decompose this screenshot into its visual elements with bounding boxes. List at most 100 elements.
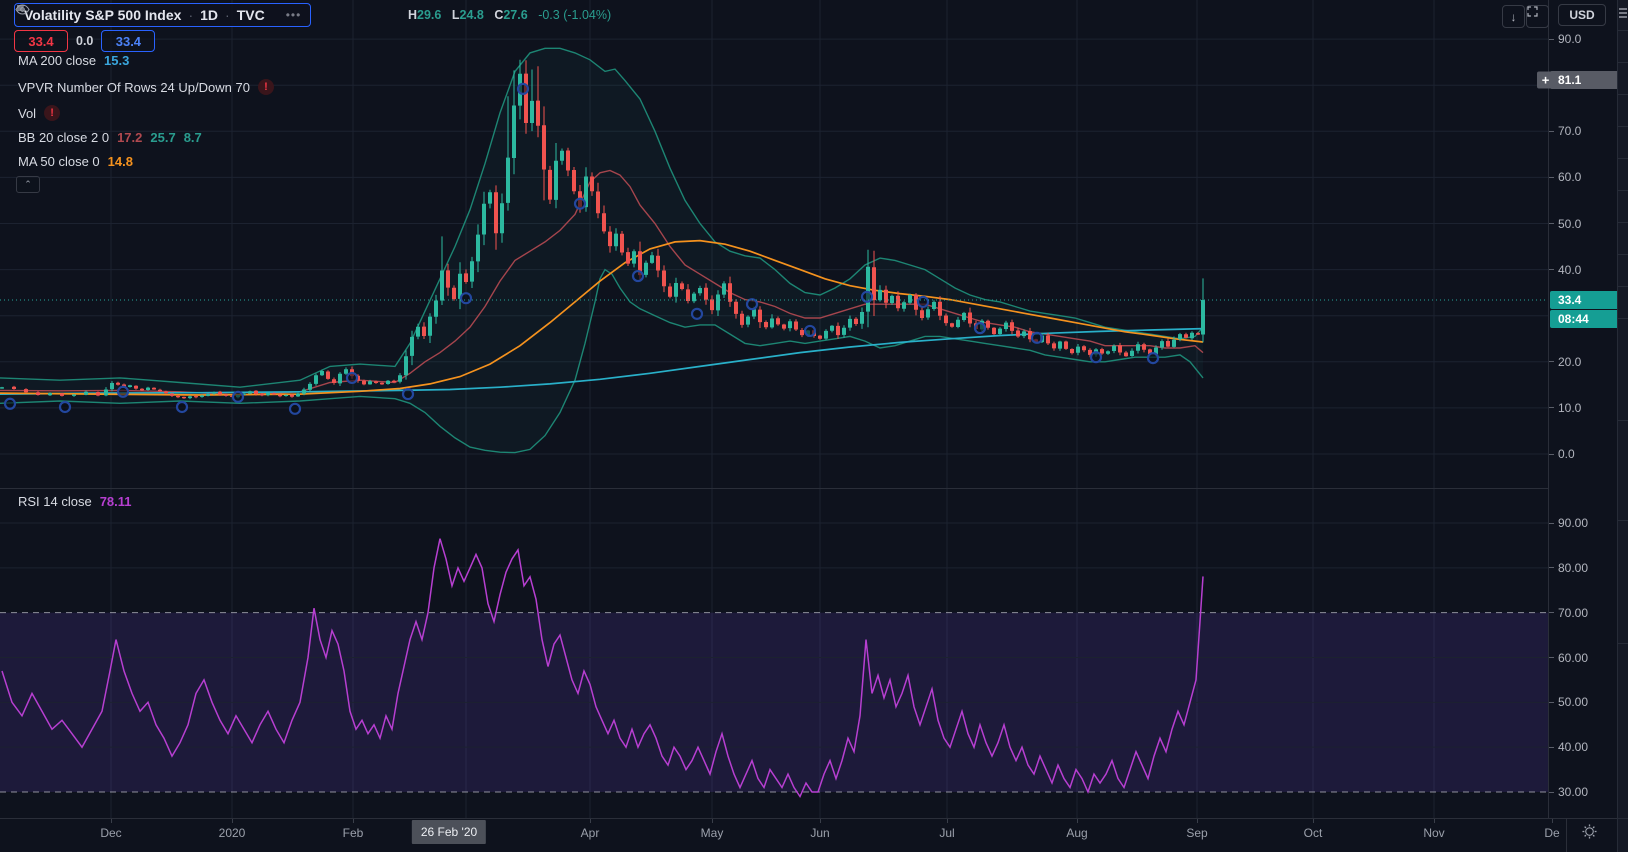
rsi-tick-label: 90.00 — [1558, 516, 1589, 531]
time-tick-label: Apr — [580, 826, 600, 840]
time-tick-mark — [590, 819, 591, 823]
panel-row-divider — [1618, 94, 1628, 95]
legend-value: 78.11 — [99, 494, 132, 509]
price-tick-label: 10.0 — [1558, 400, 1582, 415]
legend-collapse-button[interactable]: ⌃ — [16, 176, 40, 193]
event-marker-circle[interactable] — [860, 290, 874, 303]
buy-price-button[interactable]: 33.4 — [101, 30, 156, 52]
panel-row-divider — [1618, 190, 1628, 191]
price-axis[interactable]: 90.0 70.0 60.0 50.0 40.0 20.0 10.0 0.0 90.00 80.0… — [1537, 0, 1620, 818]
legend-label: RSI 14 close — [18, 494, 92, 509]
event-marker-circle[interactable] — [175, 400, 189, 414]
rsi-line — [1, 538, 1204, 799]
quote-buttons: 33.4 0.0 33.4 — [14, 30, 156, 52]
alert-price-badge[interactable]: 81.1 + — [1537, 71, 1620, 90]
tick-mark — [1549, 38, 1554, 40]
currency-button[interactable]: USD — [1558, 4, 1606, 26]
symbol-title-button[interactable]: Volatility S&P 500 Index · 1D · TVC ••• — [14, 3, 312, 27]
price-chart-pane[interactable] — [0, 0, 1548, 489]
arrow-down-icon: ↓ — [1510, 9, 1517, 24]
event-marker-circle[interactable] — [58, 400, 72, 414]
time-tick-label: Oct — [1303, 826, 1323, 840]
time-tick-label: Sep — [1186, 826, 1208, 840]
symbol-name: Volatility S&P 500 Index — [24, 7, 182, 23]
time-axis[interactable]: 26 Feb '20 Dec 2020 Feb Apr May Jun Jul Aug Sep O… — [0, 818, 1628, 852]
legend-row-vol[interactable]: Vol ! — [18, 105, 61, 121]
legend-row-ma50[interactable]: MA 50 close 0 14.8 — [18, 154, 133, 169]
tick-mark — [1549, 522, 1554, 524]
rsi-tick-label: 40.00 — [1558, 740, 1589, 755]
event-marker-circle[interactable] — [116, 385, 130, 398]
legend-row-vpvr[interactable]: VPVR Number Of Rows 24 Up/Down 70 ! — [18, 79, 274, 95]
legend-row-ma200[interactable]: MA 200 close 15.3 — [18, 53, 129, 68]
event-marker-circle[interactable] — [288, 402, 302, 415]
interval-label[interactable]: 1D — [200, 7, 219, 23]
tick-mark — [1549, 701, 1554, 703]
event-marker-circle[interactable] — [3, 397, 17, 410]
sell-price-button[interactable]: 33.4 — [14, 30, 68, 52]
panel-row-divider — [1618, 222, 1628, 223]
tick-mark — [1549, 657, 1554, 658]
event-marker-circle[interactable] — [973, 322, 987, 335]
last-price-badge: 33.4 — [1550, 291, 1620, 310]
panel-row-divider — [1618, 286, 1628, 287]
event-marker-circle[interactable] — [231, 390, 245, 403]
chevron-up-icon: ⌃ — [24, 179, 32, 189]
panel-row-divider — [1618, 158, 1628, 159]
time-tick-mark — [1434, 819, 1435, 823]
time-tick-label: May — [700, 826, 724, 840]
panel-row-divider — [1618, 30, 1628, 31]
time-tick-mark — [111, 819, 112, 823]
time-tick-label: Feb — [342, 826, 364, 840]
event-marker-circle[interactable] — [916, 295, 930, 308]
event-marker-circle[interactable] — [573, 197, 587, 210]
close-label: C — [494, 8, 504, 22]
time-tick-label: Jun — [810, 826, 830, 840]
legend-value: 14.8 — [107, 154, 133, 169]
bb-upper-value: 25.7 — [150, 130, 176, 145]
rsi-chart-pane[interactable] — [0, 489, 1548, 818]
event-marker-circle[interactable] — [1146, 352, 1160, 365]
event-marker-circle[interactable] — [631, 269, 645, 283]
time-tick-mark — [232, 819, 233, 823]
ohlc-readout: H29.6 L24.8 C27.6 -0.3 (-1.04%) — [408, 8, 611, 22]
event-marker-circle[interactable] — [459, 292, 473, 305]
time-tick-label: Nov — [1423, 826, 1445, 840]
scroll-to-recent-button[interactable]: ↓ — [1502, 5, 1525, 28]
time-tick-mark — [712, 819, 713, 823]
price-tick-label: 90.0 — [1558, 32, 1582, 47]
legend-row-bb[interactable]: BB 20 close 2 0 17.2 25.7 8.7 — [18, 130, 202, 145]
add-alert-plus-button[interactable]: + — [1537, 71, 1554, 89]
panel-row-divider — [1618, 420, 1628, 421]
legend-label: BB 20 close 2 0 — [18, 130, 110, 145]
panel-row-divider — [1618, 62, 1628, 63]
event-marker-circle[interactable] — [345, 371, 359, 385]
time-axis-settings-button[interactable] — [1582, 824, 1602, 844]
error-icon[interactable]: ! — [44, 105, 61, 121]
tick-mark — [1549, 361, 1554, 363]
rsi-tick-label: 30.00 — [1558, 785, 1589, 799]
legend-row-rsi[interactable]: RSI 14 close 78.11 — [18, 494, 132, 509]
event-marker-circle[interactable] — [401, 387, 415, 401]
low-label: L — [451, 8, 460, 22]
error-icon[interactable]: ! — [257, 79, 274, 95]
maximize-pane-button[interactable] — [1526, 5, 1549, 28]
event-marker-circle[interactable] — [1030, 331, 1044, 344]
event-marker-circle[interactable] — [1089, 351, 1103, 364]
tick-mark — [1549, 223, 1554, 224]
event-marker-circle[interactable] — [690, 307, 704, 320]
pane-divider[interactable] — [0, 488, 1548, 489]
event-marker-circle[interactable] — [516, 82, 530, 95]
right-panel-menu-icon[interactable] — [1619, 6, 1627, 20]
bollinger-band-fill — [0, 48, 1203, 453]
event-marker-circle[interactable] — [803, 324, 817, 338]
price-tick-label: 40.0 — [1558, 262, 1582, 277]
tick-mark — [1549, 176, 1554, 178]
time-tick-mark — [947, 819, 948, 823]
tick-mark — [1549, 791, 1554, 793]
time-tick-mark — [820, 819, 821, 823]
right-panel-strip[interactable] — [1617, 0, 1628, 852]
high-label: H — [408, 8, 418, 22]
event-marker-circle[interactable] — [745, 298, 759, 311]
more-options-icon[interactable]: ••• — [285, 8, 302, 22]
